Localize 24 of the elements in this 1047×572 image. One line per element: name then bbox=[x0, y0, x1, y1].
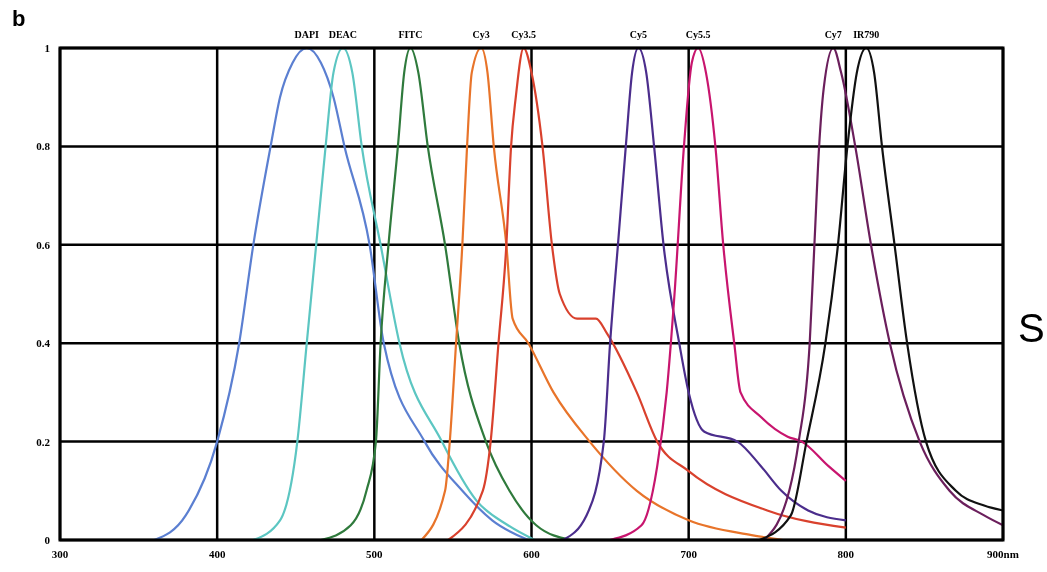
series-label: Cy7 bbox=[824, 29, 842, 40]
x-tick-label: 300 bbox=[51, 548, 69, 560]
x-tick-label: 900nm bbox=[987, 548, 1019, 560]
series-label: DEAC bbox=[328, 29, 358, 40]
text: b bbox=[12, 6, 26, 31]
y-tick-label: 0 bbox=[44, 534, 51, 546]
series-label: IR790 bbox=[853, 29, 880, 40]
y-tick-label: 0.6 bbox=[36, 238, 51, 251]
x-tick-label: 800 bbox=[837, 548, 855, 560]
y-tick-label: 0.4 bbox=[36, 337, 51, 350]
y-tick-label: 0.8 bbox=[36, 140, 51, 153]
series-label: DAPI bbox=[294, 29, 320, 40]
series-label: Cy5.5 bbox=[685, 29, 711, 40]
text: S bbox=[1018, 306, 1045, 350]
y-tick-label: 1 bbox=[44, 42, 50, 54]
x-tick-label: 600 bbox=[523, 548, 541, 560]
series-label: FITC bbox=[398, 29, 423, 40]
x-tick-label: 700 bbox=[680, 548, 698, 560]
series-label: Cy3 bbox=[472, 29, 490, 40]
x-tick-label: 400 bbox=[208, 548, 226, 560]
y-tick-label: 0.2 bbox=[36, 435, 51, 448]
series-label: Cy3.5 bbox=[511, 29, 537, 40]
x-tick-label: 500 bbox=[366, 548, 384, 560]
series-label: Cy5 bbox=[629, 29, 647, 40]
